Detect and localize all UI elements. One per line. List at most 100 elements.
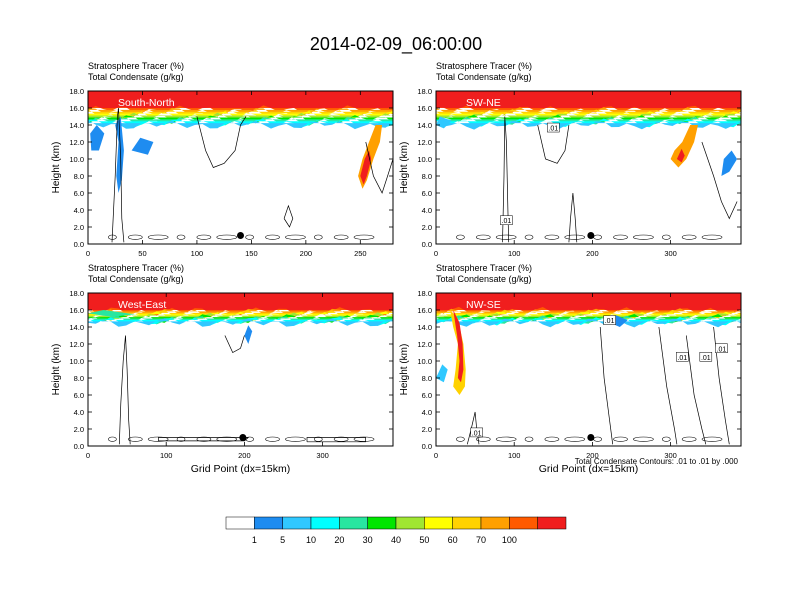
condensate-contour <box>524 234 534 240</box>
contour-label: .01 <box>717 346 727 353</box>
tracer-plume <box>360 150 372 185</box>
contour-label-box <box>676 352 689 362</box>
colorbar-swatch <box>395 516 425 530</box>
condensate-contour <box>701 141 738 220</box>
x-tick-label: 300 <box>664 249 677 258</box>
y-axis-label: Height (km) <box>399 344 410 396</box>
condensate-contour <box>147 234 169 240</box>
contour-label-box <box>715 343 728 353</box>
y-tick-label: 10.0 <box>69 155 84 164</box>
colorbar-swatch <box>254 516 283 530</box>
y-tick-label: 2.0 <box>74 223 84 232</box>
condensate-contour <box>537 124 570 164</box>
condensate-contour <box>456 436 465 442</box>
condensate-contour <box>313 234 323 240</box>
panel-title-tracer: Stratosphere Tracer (%) <box>88 263 184 273</box>
condensate-contour <box>613 436 628 442</box>
panel-label: SW-NE <box>466 97 501 109</box>
x-tick-label: 100 <box>191 249 204 258</box>
y-axis-label: Height (km) <box>399 142 410 194</box>
location-marker <box>587 434 595 441</box>
tracer-band-100 <box>88 293 393 310</box>
y-tick-label: 10.0 <box>69 357 84 366</box>
panel-nw-se: .01 .01 .01 .01 .01 NW-SE Stratosphere Tracer … <box>399 263 742 475</box>
x-tick-label: 100 <box>160 451 173 460</box>
condensate-contour <box>502 116 510 243</box>
condensate-contour <box>564 436 586 442</box>
x-tick-label: 50 <box>138 249 146 258</box>
tracer-plume <box>676 148 685 163</box>
y-tick-label: 8.0 <box>74 374 84 383</box>
y-tick-label: 6.0 <box>74 189 84 198</box>
x-tick-label: 150 <box>245 249 258 258</box>
panel-label: NW-SE <box>466 299 501 311</box>
condensate-contour <box>495 436 517 442</box>
colorbar-swatch <box>282 516 312 530</box>
condensate-contour <box>524 436 534 442</box>
colorbar-swatch <box>367 516 397 530</box>
figure-title: 2014-02-09_06:00:00 <box>310 34 482 55</box>
y-tick-label: 6.0 <box>422 189 432 198</box>
x-tick-label: 200 <box>238 451 251 460</box>
tracer-plume <box>721 150 738 176</box>
condensate-contour <box>475 234 491 240</box>
y-tick-label: 4.0 <box>422 408 432 417</box>
panel-sw-ne: .01 .01 SW-NE Stratosphere Tracer (%)Total … <box>399 61 742 258</box>
colorbar-label: 100 <box>502 535 517 545</box>
tracer-band <box>88 115 393 124</box>
y-tick-label: 2.0 <box>422 425 432 434</box>
colorbar-swatch <box>310 516 340 530</box>
y-tick-label: 16.0 <box>417 104 432 113</box>
x-tick-label: 0 <box>86 249 90 258</box>
tracer-plume <box>88 310 135 317</box>
colorbar-label: 20 <box>334 535 344 545</box>
contour-footnote: Total Condensate Contours: .01 to .01 by… <box>575 457 739 466</box>
condensate-contour <box>196 436 212 442</box>
plot-area: .01 .01 <box>436 91 741 244</box>
condensate-contour <box>633 436 654 442</box>
tracer-band <box>436 318 741 328</box>
y-tick-label: 8.0 <box>74 172 84 181</box>
colorbar-label: 30 <box>363 535 373 545</box>
condensate-contour <box>333 234 349 240</box>
panel-title-tracer: Stratosphere Tracer (%) <box>436 263 532 273</box>
contour-label-box <box>500 215 513 225</box>
colorbar-label: 60 <box>448 535 458 545</box>
contour-label: .01 <box>701 355 711 362</box>
panel-west-east: West-East Stratosphere Tracer (%)Total Co… <box>51 263 394 475</box>
contour-label-box <box>603 315 616 325</box>
y-tick-label: 0.0 <box>422 240 432 249</box>
tracer-band <box>88 318 393 327</box>
y-tick-label: 0.0 <box>422 442 432 451</box>
condensate-contour <box>661 436 671 442</box>
condensate-contour <box>701 436 723 442</box>
tracer-plume <box>131 137 154 155</box>
tracer-band <box>436 111 741 120</box>
contour-label: .01 <box>605 318 615 325</box>
x-tick-label: 300 <box>316 451 329 460</box>
contour-label-box <box>470 427 483 438</box>
tracer-band-100 <box>436 91 741 108</box>
plot-frame <box>87 90 394 245</box>
condensate-contour <box>108 436 117 442</box>
plot-area <box>88 91 393 244</box>
panel-title-condensate: Total Condensate (g/kg) <box>436 274 532 284</box>
tracer-plume <box>670 125 698 168</box>
y-tick-label: 12.0 <box>69 340 84 349</box>
x-tick-label: 0 <box>434 451 438 460</box>
colorbar-swatch <box>509 516 538 530</box>
condensate-contour <box>127 436 143 442</box>
condensate-contour <box>306 437 366 443</box>
condensate-contour <box>568 192 578 243</box>
tracer-band <box>88 111 393 120</box>
colorbar-swatch <box>452 516 482 530</box>
tracer-band-100 <box>436 293 741 310</box>
colorbar-swatch <box>339 516 368 530</box>
y-tick-label: 6.0 <box>74 391 84 400</box>
x-tick-label: 200 <box>586 249 599 258</box>
y-tick-label: 0.0 <box>74 442 84 451</box>
location-marker <box>587 232 595 239</box>
plot-area: .01 .01 .01 .01 .01 <box>436 293 741 446</box>
tracer-band <box>436 118 741 128</box>
